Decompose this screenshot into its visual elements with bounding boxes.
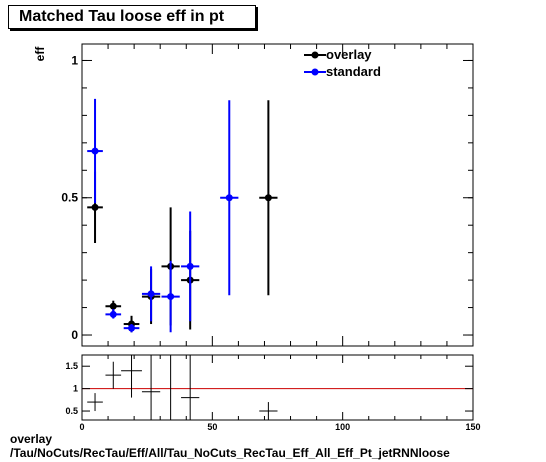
data-point-standard bbox=[91, 147, 99, 155]
title-box: Matched Tau loose eff in pt bbox=[8, 5, 256, 29]
data-point-standard bbox=[186, 262, 194, 270]
data-point-standard bbox=[167, 293, 175, 301]
footer-path: /Tau/NoCuts/RecTau/Eff/All/Tau_NoCuts_Re… bbox=[10, 446, 450, 460]
ratio-axis-ticks: 0.5 1 1.5 0 50 100 150 bbox=[65, 355, 481, 432]
y-tick-label: 1 bbox=[71, 53, 78, 67]
ratio-y-tick-label: 0.5 bbox=[65, 406, 78, 416]
main-axis-ticks: 00.51 bbox=[61, 44, 474, 346]
ratio-x-tick-label: 0 bbox=[79, 422, 84, 432]
data-point-standard bbox=[225, 194, 233, 202]
main-plot-frame bbox=[81, 43, 474, 347]
ratio-x-tick-label: 100 bbox=[335, 422, 350, 432]
footer-label-overlay: overlay bbox=[10, 432, 53, 446]
ratio-y-tick-label: 1.5 bbox=[65, 361, 78, 371]
ratio-y-tick-label: 1 bbox=[73, 384, 78, 394]
y-tick-label: 0 bbox=[71, 328, 78, 342]
ratio-plot-frame bbox=[81, 354, 474, 421]
main-plot-marks bbox=[87, 98, 278, 333]
legend-marker-standard bbox=[311, 68, 319, 76]
ratio-x-tick-label: 150 bbox=[465, 422, 480, 432]
legend-marker-overlay bbox=[311, 51, 319, 59]
data-point-standard bbox=[128, 324, 136, 332]
data-point-overlay bbox=[91, 203, 99, 211]
ratio-x-tick-label: 50 bbox=[207, 422, 217, 432]
data-point-overlay bbox=[264, 194, 272, 202]
chart-title: Matched Tau loose eff in pt bbox=[19, 8, 225, 25]
data-point-overlay bbox=[109, 302, 117, 310]
legend-label-overlay: overlay bbox=[326, 47, 372, 62]
data-point-standard bbox=[147, 290, 155, 298]
data-point-standard bbox=[109, 310, 117, 318]
legend-label-standard: standard bbox=[326, 64, 381, 79]
y-axis-label: eff bbox=[33, 46, 47, 62]
y-tick-label: 0.5 bbox=[61, 191, 78, 205]
legend: overlay standard bbox=[304, 47, 381, 79]
ratio-plot-marks bbox=[87, 354, 278, 420]
